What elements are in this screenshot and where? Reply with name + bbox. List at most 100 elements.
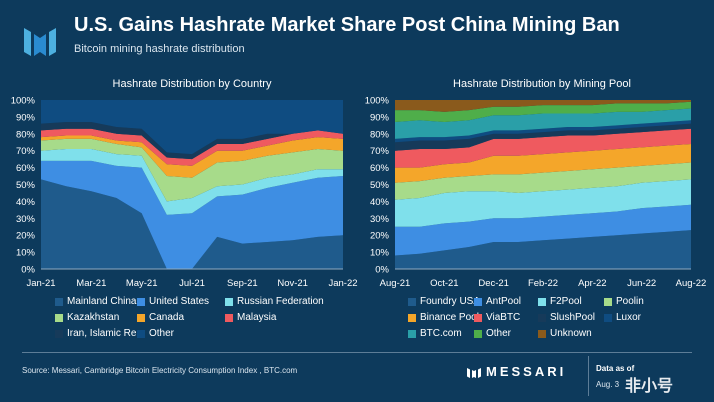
legend-label: Other: [486, 328, 512, 339]
y-tick-label: 30%: [16, 214, 36, 225]
area-series-luxor: [395, 120, 691, 143]
legend-item: Poolin: [604, 296, 644, 307]
y-tick-label: 30%: [370, 214, 390, 225]
area-series-foundry-usa: [395, 230, 691, 269]
area-series-viabtc: [395, 128, 691, 168]
y-tick-label: 10%: [16, 248, 36, 259]
legend-swatch: [474, 313, 482, 322]
y-tick-label: 10%: [370, 248, 390, 259]
header: U.S. Gains Hashrate Market Share Post Ch…: [0, 0, 714, 70]
legend-item: Other: [137, 328, 174, 339]
country-area-chart: 0% 10% 20% 30% 40% 50% 60% 70% 80% 90% 100% Jan-21 M…: [11, 96, 358, 290]
legend-label: Mainland China: [67, 296, 137, 307]
legend-item: BTC.com: [408, 328, 462, 339]
area-series-binance-pool: [395, 143, 691, 183]
legend-swatch: [137, 313, 145, 322]
area-series-btc-com: [395, 108, 691, 139]
area-series-kazakhstan: [41, 138, 343, 202]
x-tick-label: Dec-21: [478, 278, 509, 289]
messari-logo-icon: [24, 28, 56, 56]
area-series-canada: [41, 135, 343, 178]
area-series-poolin: [395, 162, 691, 200]
legend-label: Iran, Islamic Rep.: [67, 328, 145, 339]
legend-item: United States: [137, 296, 209, 307]
area-series-russian-federation: [41, 149, 343, 215]
area-series-other: [395, 101, 691, 122]
legend-item: Iran, Islamic Rep.: [55, 328, 145, 339]
x-tick-label: Mar-21: [76, 278, 106, 289]
y-tick-label: 50%: [370, 180, 390, 191]
legend-label: Unknown: [550, 328, 592, 339]
legend-item: AntPool: [474, 296, 521, 307]
legend-label: United States: [149, 296, 210, 307]
x-tick-label: Jul-21: [179, 278, 205, 289]
chart-title-country: Hashrate Distribution by Country: [112, 78, 272, 90]
y-tick-label: 80%: [370, 129, 390, 140]
legend-swatch: [538, 313, 546, 322]
pool-area-chart: 0% 10% 20% 30% 40% 50% 60% 70% 80% 90% 100% Aug-21 O…: [365, 96, 707, 290]
x-tick-label: Sep-21: [227, 278, 258, 289]
brand-name: MESSARI: [486, 364, 567, 379]
legend-item: Other: [474, 328, 511, 339]
legend-swatch: [538, 297, 546, 306]
legend-label: F2Pool: [550, 296, 582, 307]
y-tick-label: 0%: [21, 265, 35, 276]
legend-label: Poolin: [616, 296, 644, 307]
y-tick-label: 70%: [370, 146, 390, 157]
y-tick-label: 20%: [370, 231, 390, 242]
x-tick-label: May-21: [126, 278, 158, 289]
chart-title-pool: Hashrate Distribution by Mining Pool: [453, 78, 631, 90]
legend-swatch: [225, 313, 233, 322]
area-series-other: [41, 100, 343, 155]
area-series-iran-islamic-rep-: [41, 121, 343, 160]
legend-swatch: [225, 297, 233, 306]
y-tick-label: 80%: [16, 129, 36, 140]
legend-swatch: [538, 329, 546, 338]
area-series-malaysia: [41, 128, 343, 166]
legend-item: F2Pool: [538, 296, 582, 307]
x-tick-label: Feb-22: [528, 278, 558, 289]
area-series-unknown: [395, 100, 691, 112]
legend-label: Kazakhstan: [67, 312, 120, 323]
page-subtitle: Bitcoin mining hashrate distribution: [74, 43, 245, 55]
source-note: Source: Messari, Cambridge Bitcoin Elect…: [22, 366, 298, 375]
legend-label: SlushPool: [550, 312, 596, 323]
x-tick-label: Apr-22: [578, 278, 607, 289]
watermark: 非小号: [625, 378, 674, 395]
area-series-slushpool: [395, 123, 691, 151]
y-tick-label: 40%: [370, 197, 390, 208]
y-tick-label: 50%: [16, 180, 36, 191]
legend-swatch: [604, 297, 612, 306]
legend-swatch: [137, 329, 145, 338]
page-title: U.S. Gains Hashrate Market Share Post Ch…: [74, 14, 620, 36]
y-tick-label: 0%: [375, 265, 389, 276]
legend-item: Russian Federation: [225, 296, 324, 307]
legend-swatch: [408, 297, 416, 306]
y-tick-label: 40%: [16, 197, 36, 208]
y-tick-label: 100%: [11, 96, 36, 107]
area-series-antpool: [395, 204, 691, 256]
y-tick-label: 60%: [370, 163, 390, 174]
y-tick-label: 90%: [16, 112, 36, 123]
area-series-mainland-china: [41, 179, 343, 269]
legend-swatch: [408, 329, 416, 338]
y-tick-label: 100%: [365, 96, 390, 107]
y-tick-label: 70%: [16, 146, 36, 157]
legend-label: Other: [149, 328, 175, 339]
legend-label: ViaBTC: [486, 312, 521, 323]
x-tick-label: Aug-22: [676, 278, 707, 289]
x-tick-label: Nov-21: [277, 278, 308, 289]
data-as-of-label: Data as of: [596, 364, 635, 373]
legend-item: Luxor: [604, 312, 641, 323]
x-tick-label: Aug-21: [380, 278, 411, 289]
legend-item: SlushPool: [538, 312, 595, 323]
legend-swatch: [55, 297, 63, 306]
area-series-united-states: [41, 160, 343, 269]
legend-swatch: [604, 313, 612, 322]
legend-label: Canada: [149, 312, 185, 323]
data-as-of-date: Aug. 3: [596, 380, 620, 389]
y-tick-label: 20%: [16, 231, 36, 242]
legend-label: AntPool: [486, 296, 522, 307]
area-series-f2pool: [395, 179, 691, 227]
x-tick-label: Jan-21: [26, 278, 55, 289]
